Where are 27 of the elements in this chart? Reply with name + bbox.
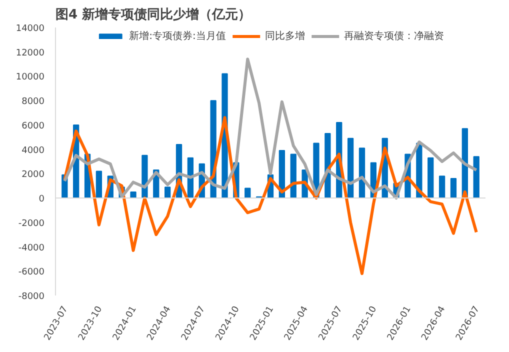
y-tick-label: -8000 [18,292,45,302]
y-tick-label: 2000 [22,170,45,180]
y-tick-label: 10000 [16,72,45,83]
y-tick-label: 12000 [16,48,45,58]
legend-label: 同比多增 [264,30,305,43]
y-tick-label: -2000 [18,218,45,229]
bar [438,176,446,199]
bar [473,156,480,199]
y-tick-label: 14000 [16,24,45,34]
y-tick-label: 8000 [22,97,45,108]
bar [130,191,136,199]
bar [347,138,354,199]
bar [428,157,434,199]
y-tick-label: 4000 [22,146,45,156]
chart-title: 图4 新增专项债同比少增（亿元） [56,6,252,22]
bar [142,154,148,199]
y-tick-label: -6000 [18,268,45,278]
bar [164,186,171,199]
legend-label: 再融资专项债：净融资 [344,30,444,43]
bar [96,170,102,199]
bar [450,178,457,199]
line-series [63,58,478,200]
y-tick-label: 6000 [22,121,45,132]
line-series [63,116,478,276]
y-tick-label: 0 [38,194,45,205]
legend-label: 新增:专项债券:当月值 [129,30,226,43]
y-tick-label: -4000 [18,243,45,254]
